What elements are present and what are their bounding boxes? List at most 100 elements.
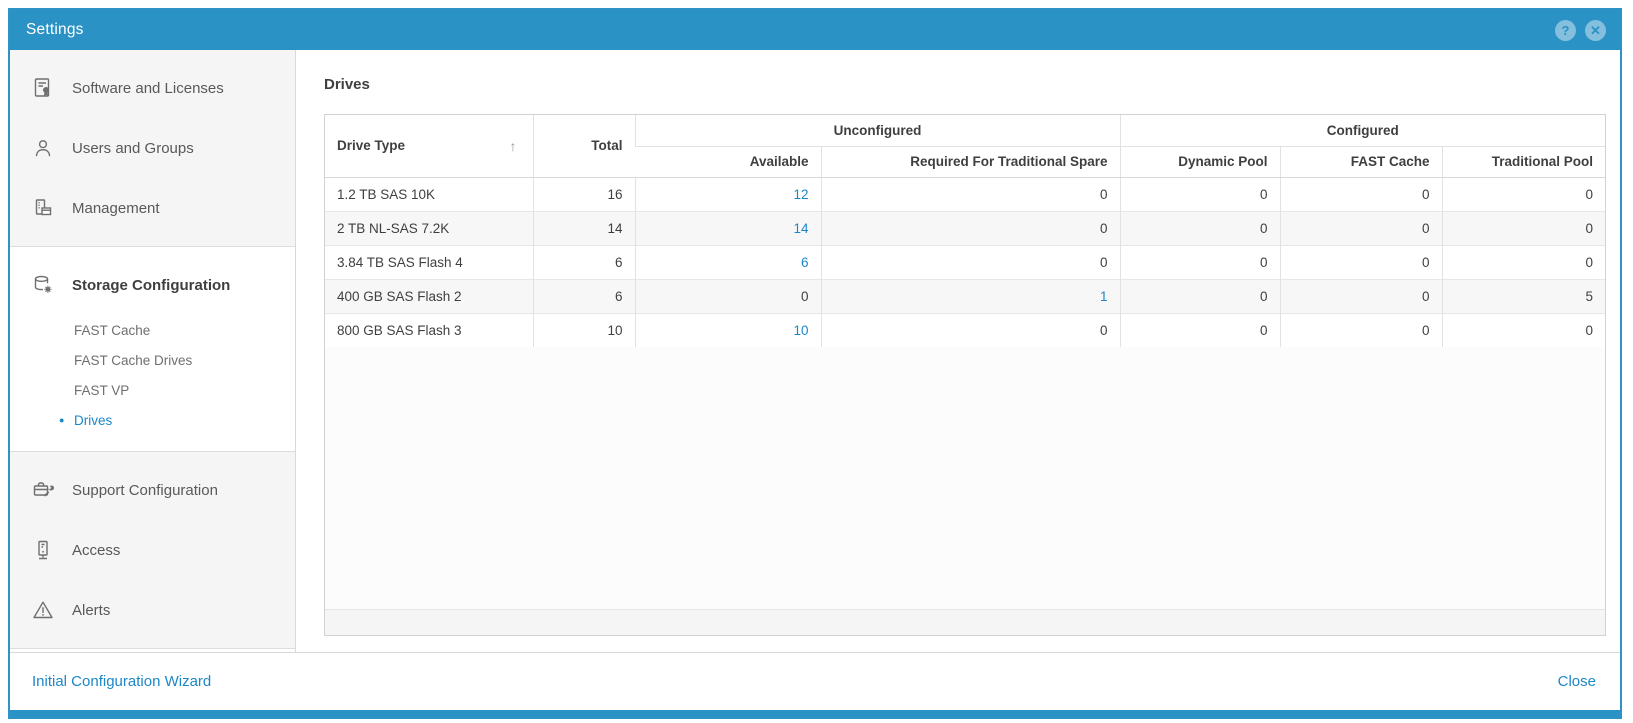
table-row[interactable]: 1.2 TB SAS 10K 16 12 0 0 0 0 <box>325 176 1605 211</box>
cell-total: 10 <box>532 312 635 347</box>
toolbox-wrench-icon <box>31 478 55 502</box>
table-row[interactable]: 2 TB NL-SAS 7.2K 14 14 0 0 0 0 <box>325 210 1605 245</box>
settings-dialog: Settings ? ✕ Software and L <box>8 8 1622 719</box>
column-header-label: Drive Type <box>337 138 406 154</box>
cell-required-spare-link[interactable]: 1 <box>820 278 1120 313</box>
sidebar-item-label: Alerts <box>72 601 111 619</box>
column-header-required-for-traditional-spare[interactable]: Required For Traditional Spare <box>820 146 1120 178</box>
cell-available-link[interactable]: 14 <box>634 210 821 245</box>
cell-dynamic-pool: 0 <box>1119 244 1280 279</box>
dialog-footer: Initial Configuration Wizard Close <box>10 652 1620 710</box>
settings-sidebar: Software and Licenses Users and Groups <box>10 50 296 652</box>
cell-total: 6 <box>532 244 635 279</box>
column-header-available[interactable]: Available <box>635 146 821 178</box>
close-icon[interactable]: ✕ <box>1585 19 1606 41</box>
cell-dynamic-pool: 0 <box>1119 278 1280 313</box>
sidebar-subitem-label: FAST Cache <box>74 322 151 338</box>
cell-traditional-pool: 0 <box>1441 210 1605 245</box>
license-icon <box>31 76 55 100</box>
sidebar-item-alerts[interactable]: Alerts <box>10 580 295 640</box>
cell-required-spare: 0 <box>820 210 1120 245</box>
cell-dynamic-pool: 0 <box>1119 176 1280 211</box>
cell-required-spare: 0 <box>820 244 1120 279</box>
cell-dynamic-pool: 0 <box>1119 312 1280 347</box>
column-header-drive-type[interactable]: Drive Type ↑ <box>325 115 533 178</box>
sidebar-item-software-and-licenses[interactable]: Software and Licenses <box>10 58 295 118</box>
sidebar-subitem-fast-vp[interactable]: FAST VP <box>10 375 295 405</box>
cell-available-link[interactable]: 10 <box>634 312 821 347</box>
cell-required-spare: 0 <box>820 176 1120 211</box>
cell-fast-cache: 0 <box>1279 312 1442 347</box>
cell-fast-cache: 0 <box>1279 244 1442 279</box>
help-icon[interactable]: ? <box>1555 19 1576 41</box>
sidebar-group-support: Support Configuration Access <box>10 452 295 649</box>
horizontal-scrollbar-track[interactable] <box>325 609 1605 635</box>
drives-table-container: Drive Type ↑ Total Unconfigured Configur… <box>324 114 1606 636</box>
sort-ascending-icon: ↑ <box>509 137 517 154</box>
cell-traditional-pool: 0 <box>1441 244 1605 279</box>
close-button[interactable]: Close <box>1557 673 1596 690</box>
cell-drive-type: 1.2 TB SAS 10K <box>325 176 533 211</box>
help-glyph: ? <box>1561 22 1570 38</box>
storage-gear-icon <box>31 273 55 297</box>
sidebar-subitem-fast-cache[interactable]: FAST Cache <box>10 315 295 345</box>
cell-drive-type: 800 GB SAS Flash 3 <box>325 312 533 347</box>
sidebar-item-access[interactable]: Access <box>10 520 295 580</box>
cell-drive-type: 3.84 TB SAS Flash 4 <box>325 244 533 279</box>
column-header-total[interactable]: Total <box>532 115 635 178</box>
sidebar-item-label: Storage Configuration <box>72 276 231 294</box>
cell-total: 14 <box>532 210 635 245</box>
column-header-fast-cache[interactable]: FAST Cache <box>1279 146 1442 178</box>
sidebar-subitem-label: FAST VP <box>74 382 130 398</box>
cell-drive-type: 2 TB NL-SAS 7.2K <box>325 210 533 245</box>
cell-dynamic-pool: 0 <box>1119 210 1280 245</box>
sidebar-item-storage-configuration[interactable]: Storage Configuration <box>10 255 295 315</box>
cell-traditional-pool: 0 <box>1441 312 1605 347</box>
sidebar-item-label: Software and Licenses <box>72 79 224 97</box>
sidebar-subitem-label: Drives <box>74 412 113 428</box>
cell-fast-cache: 0 <box>1279 210 1442 245</box>
sidebar-item-label: Access <box>72 541 121 559</box>
initial-configuration-wizard-link[interactable]: Initial Configuration Wizard <box>32 673 212 690</box>
table-row[interactable]: 800 GB SAS Flash 3 10 10 0 0 0 0 <box>325 312 1605 347</box>
sidebar-item-label: Support Configuration <box>72 481 218 499</box>
sidebar-item-management[interactable]: Management <box>10 178 295 238</box>
sidebar-subitem-fast-cache-drives[interactable]: FAST Cache Drives <box>10 345 295 375</box>
cell-available-link[interactable]: 6 <box>634 244 821 279</box>
sidebar-item-support-configuration[interactable]: Support Configuration <box>10 460 295 520</box>
titlebar: Settings ? ✕ <box>10 10 1620 50</box>
cell-drive-type: 400 GB SAS Flash 2 <box>325 278 533 313</box>
terminal-icon <box>31 538 55 562</box>
cell-traditional-pool: 0 <box>1441 176 1605 211</box>
cell-fast-cache: 0 <box>1279 278 1442 313</box>
column-header-traditional-pool[interactable]: Traditional Pool <box>1441 146 1605 178</box>
sidebar-subitem-label: FAST Cache Drives <box>74 352 193 368</box>
column-group-unconfigured: Unconfigured <box>634 115 1120 147</box>
cell-total: 16 <box>532 176 635 211</box>
selected-bullet-icon: ● <box>59 415 65 425</box>
server-window-icon <box>31 196 55 220</box>
cell-traditional-pool: 5 <box>1441 278 1605 313</box>
close-glyph: ✕ <box>1590 22 1601 38</box>
sidebar-group-system: Software and Licenses Users and Groups <box>10 50 295 247</box>
sidebar-item-users-and-groups[interactable]: Users and Groups <box>10 118 295 178</box>
cell-total: 6 <box>532 278 635 313</box>
sidebar-item-label: Users and Groups <box>72 139 194 157</box>
cell-available-link[interactable]: 12 <box>634 176 821 211</box>
table-row[interactable]: 3.84 TB SAS Flash 4 6 6 0 0 0 0 <box>325 244 1605 279</box>
page-title: Drives <box>324 76 370 93</box>
dialog-title: Settings <box>26 21 84 38</box>
cell-available: 0 <box>634 278 821 313</box>
sidebar-subitem-drives[interactable]: ● Drives <box>10 405 295 435</box>
drives-table: Drive Type ↑ Total Unconfigured Configur… <box>325 115 1605 347</box>
bottom-accent-bar <box>10 710 1620 717</box>
sidebar-group-storage: Storage Configuration FAST Cache FAST Ca… <box>10 247 295 452</box>
column-group-configured: Configured <box>1119 115 1605 147</box>
table-row[interactable]: 400 GB SAS Flash 2 6 0 1 0 0 5 <box>325 278 1605 313</box>
warning-triangle-icon <box>31 598 55 622</box>
cell-fast-cache: 0 <box>1279 176 1442 211</box>
cell-required-spare: 0 <box>820 312 1120 347</box>
user-icon <box>31 136 55 160</box>
column-header-dynamic-pool[interactable]: Dynamic Pool <box>1119 146 1280 178</box>
sidebar-item-label: Management <box>72 199 160 217</box>
